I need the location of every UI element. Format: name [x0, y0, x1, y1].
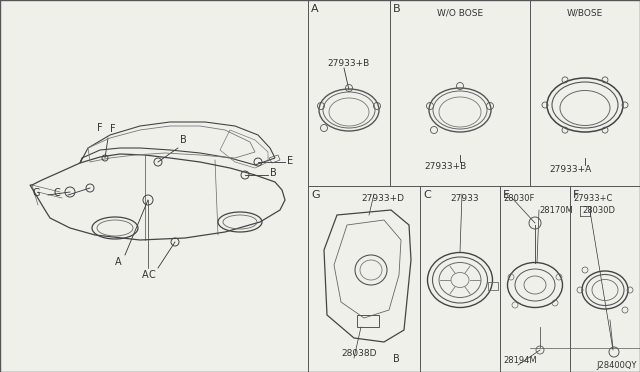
- Text: 28194M: 28194M: [503, 356, 536, 365]
- Text: B: B: [393, 4, 401, 14]
- Text: G: G: [33, 188, 40, 198]
- Text: 27933+B: 27933+B: [327, 59, 369, 68]
- Text: C: C: [53, 188, 60, 198]
- Text: 27933+C: 27933+C: [573, 194, 612, 203]
- Text: 27933+A: 27933+A: [549, 165, 591, 174]
- Text: C: C: [423, 190, 431, 200]
- Text: G: G: [311, 190, 319, 200]
- Text: 28038D: 28038D: [341, 349, 376, 358]
- Text: E: E: [287, 156, 293, 166]
- Text: J28400QY: J28400QY: [596, 361, 637, 370]
- Text: F: F: [110, 124, 116, 134]
- Text: A: A: [115, 257, 122, 267]
- Text: W/O BOSE: W/O BOSE: [437, 8, 483, 17]
- Text: E: E: [503, 190, 510, 200]
- Text: 27933: 27933: [450, 194, 479, 203]
- Text: A: A: [311, 4, 319, 14]
- Text: W/BOSE: W/BOSE: [567, 8, 603, 17]
- Text: F: F: [97, 123, 103, 133]
- Text: 27933+B: 27933+B: [424, 162, 466, 171]
- Text: 28030D: 28030D: [582, 206, 615, 215]
- Text: B: B: [180, 135, 187, 145]
- Text: B: B: [270, 168, 276, 178]
- Text: 28170M: 28170M: [539, 206, 573, 215]
- Text: 28030F: 28030F: [503, 194, 534, 203]
- Text: C: C: [148, 270, 156, 280]
- Text: B: B: [393, 354, 400, 364]
- Text: 27933+D: 27933+D: [361, 194, 404, 203]
- Text: A: A: [141, 270, 148, 280]
- Text: F: F: [573, 190, 579, 200]
